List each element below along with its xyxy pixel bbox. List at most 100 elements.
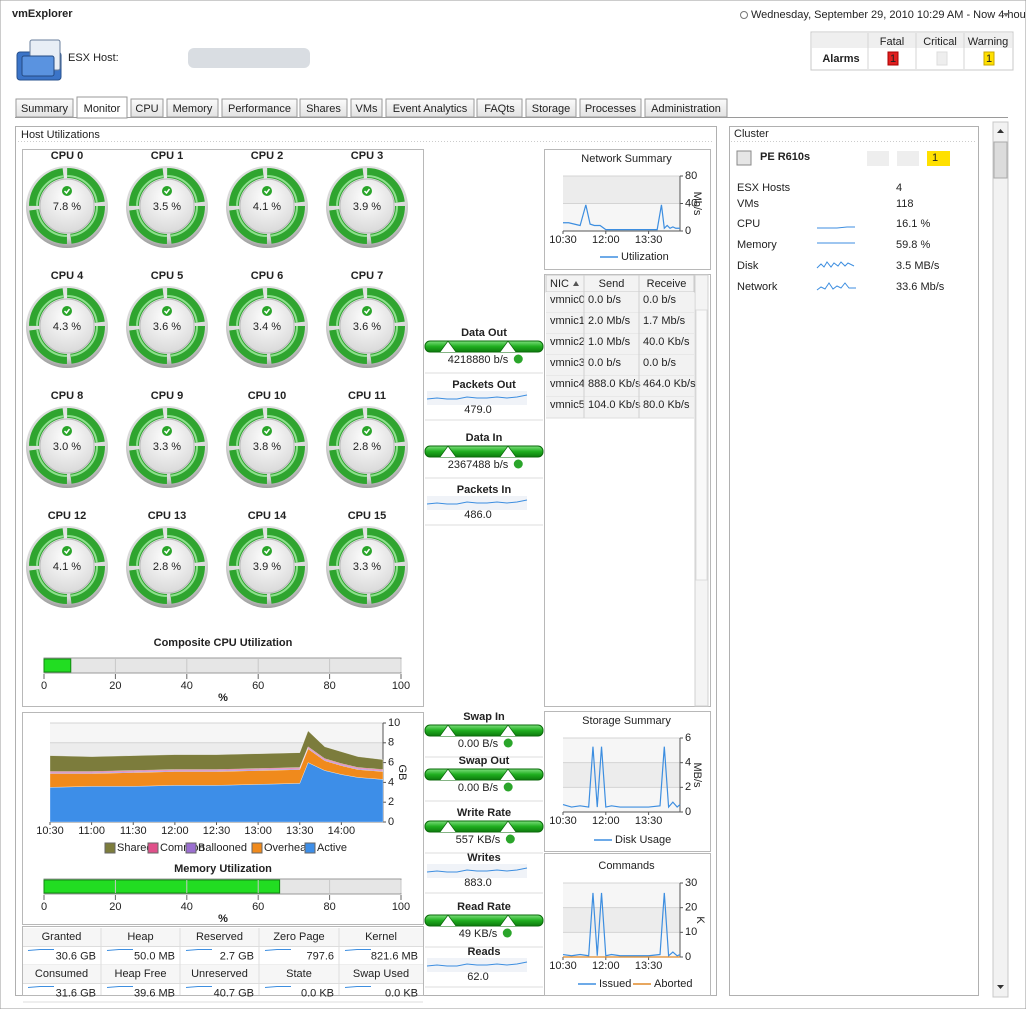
tab-label[interactable]: Storage bbox=[532, 103, 571, 115]
cpu-value: 3.3 % bbox=[153, 441, 181, 453]
scrollbar[interactable] bbox=[993, 122, 1008, 997]
x-tick-label: 100 bbox=[392, 901, 410, 913]
y-tick-label: 10 bbox=[685, 926, 697, 938]
tab-label[interactable]: Summary bbox=[21, 103, 69, 115]
table-cell: 1.7 Mb/s bbox=[643, 315, 686, 327]
status-ok bbox=[62, 426, 72, 436]
tab-label[interactable]: Performance bbox=[228, 103, 291, 115]
time-range[interactable]: Wednesday, September 29, 2010 10:29 AM -… bbox=[751, 9, 1026, 21]
scroll-thumb[interactable] bbox=[696, 310, 707, 580]
x-tick-label: 10:30 bbox=[549, 960, 577, 972]
legend-label: Disk Usage bbox=[615, 834, 671, 846]
cpu-value: 7.8 % bbox=[53, 201, 81, 213]
chart-title: Commands bbox=[598, 860, 655, 872]
tab-label[interactable]: Shares bbox=[306, 103, 341, 115]
tab-label[interactable]: Event Analytics bbox=[393, 103, 468, 115]
stat-value: 4 bbox=[896, 182, 902, 194]
flow-value: 479.0 bbox=[464, 404, 492, 416]
plot-band bbox=[563, 932, 680, 957]
stat-label: Network bbox=[737, 281, 778, 293]
table-cell: 80.0 Kb/s bbox=[643, 399, 690, 411]
table-cell: 0.0 b/s bbox=[588, 357, 622, 369]
tab-label[interactable]: Administration bbox=[651, 103, 721, 115]
table-cell: 0.0 b/s bbox=[643, 357, 677, 369]
table-cell: vmnic4 bbox=[550, 378, 585, 390]
cpu-value: 4.1 % bbox=[253, 201, 281, 213]
status-ok bbox=[362, 306, 372, 316]
table-cell: 0.0 KB bbox=[385, 987, 418, 999]
status-ok bbox=[362, 186, 372, 196]
stat-label: Disk bbox=[737, 260, 759, 272]
panel-title: Cluster bbox=[734, 128, 769, 140]
table-cell: 2.7 GB bbox=[220, 950, 254, 962]
x-tick-label: 60 bbox=[252, 680, 264, 692]
status-ok bbox=[62, 546, 72, 556]
tab-label[interactable]: Processes bbox=[585, 103, 637, 115]
column-header[interactable]: Receive bbox=[647, 278, 687, 290]
scroll-thumb[interactable] bbox=[994, 142, 1007, 178]
legend-label: Issued bbox=[599, 978, 631, 990]
column-header[interactable]: Send bbox=[599, 278, 625, 290]
alarm-critical bbox=[937, 52, 947, 65]
y-tick-label: 20 bbox=[685, 902, 697, 914]
stat-label: VMs bbox=[737, 198, 760, 210]
cpu-name: CPU 9 bbox=[151, 390, 183, 402]
status-ok bbox=[514, 460, 523, 469]
cpu-value: 3.5 % bbox=[153, 201, 181, 213]
cpu-value: 4.1 % bbox=[53, 561, 81, 573]
status-ok bbox=[362, 546, 372, 556]
alarm-column: Fatal bbox=[880, 36, 904, 48]
stat-value: 59.8 % bbox=[896, 239, 930, 251]
tab-label[interactable]: Monitor bbox=[84, 103, 121, 115]
y-tick-label: 4 bbox=[685, 757, 691, 769]
x-tick-label: 13:30 bbox=[635, 960, 663, 972]
column-header: State bbox=[286, 968, 312, 980]
x-tick-label: 12:00 bbox=[161, 825, 189, 837]
table-cell: 0.0 b/s bbox=[643, 294, 677, 306]
cpu-value: 3.4 % bbox=[253, 321, 281, 333]
x-tick-label: 13:30 bbox=[286, 825, 314, 837]
tab-label[interactable]: FAQts bbox=[484, 103, 515, 115]
table-cell: 0.0 KB bbox=[301, 987, 334, 999]
flow-value: 557 KB/s bbox=[456, 834, 501, 846]
x-tick-label: 13:30 bbox=[635, 815, 663, 827]
chart-title: Storage Summary bbox=[582, 715, 671, 727]
y-tick-label: 2 bbox=[685, 781, 691, 793]
alarm-box bbox=[897, 151, 919, 166]
server-icon bbox=[737, 151, 751, 165]
x-tick-label: 100 bbox=[392, 680, 410, 692]
table-cell: 1.0 Mb/s bbox=[588, 336, 631, 348]
status-ok bbox=[162, 306, 172, 316]
status-ok bbox=[506, 835, 515, 844]
plot-band bbox=[563, 176, 680, 204]
status-ok bbox=[62, 186, 72, 196]
flow-label: Packets In bbox=[457, 484, 512, 496]
flow-label: Swap Out bbox=[459, 755, 510, 767]
table-cell: 104.0 Kb/s bbox=[588, 399, 641, 411]
stat-value: 118 bbox=[896, 198, 914, 210]
stat-value: 3.5 MB/s bbox=[896, 260, 940, 272]
tab-label[interactable]: CPU bbox=[135, 103, 158, 115]
alarm-fatal-count: 1 bbox=[890, 53, 896, 65]
x-tick-label: 0 bbox=[41, 901, 47, 913]
x-tick-label: 12:00 bbox=[592, 960, 620, 972]
flow-value: 4218880 b/s bbox=[448, 354, 509, 366]
table-cell: vmnic2 bbox=[550, 336, 585, 348]
plot-band bbox=[50, 723, 383, 743]
table-cell: 40.0 Kb/s bbox=[643, 336, 690, 348]
alarms-label: Alarms bbox=[822, 53, 859, 65]
cpu-name: CPU 1 bbox=[151, 150, 183, 162]
tab-label[interactable]: Memory bbox=[173, 103, 213, 115]
tab-label[interactable]: VMs bbox=[356, 103, 379, 115]
alarm-box bbox=[867, 151, 889, 166]
plot-band bbox=[563, 787, 680, 812]
cpu-name: CPU 5 bbox=[151, 270, 183, 282]
column-header[interactable]: NIC bbox=[550, 278, 569, 290]
status-ok bbox=[262, 426, 272, 436]
stat-value: 16.1 % bbox=[896, 218, 930, 230]
y-tick-label: 6 bbox=[388, 757, 394, 769]
x-tick-label: 40 bbox=[181, 901, 193, 913]
y-tick-label: 0 bbox=[685, 225, 691, 237]
